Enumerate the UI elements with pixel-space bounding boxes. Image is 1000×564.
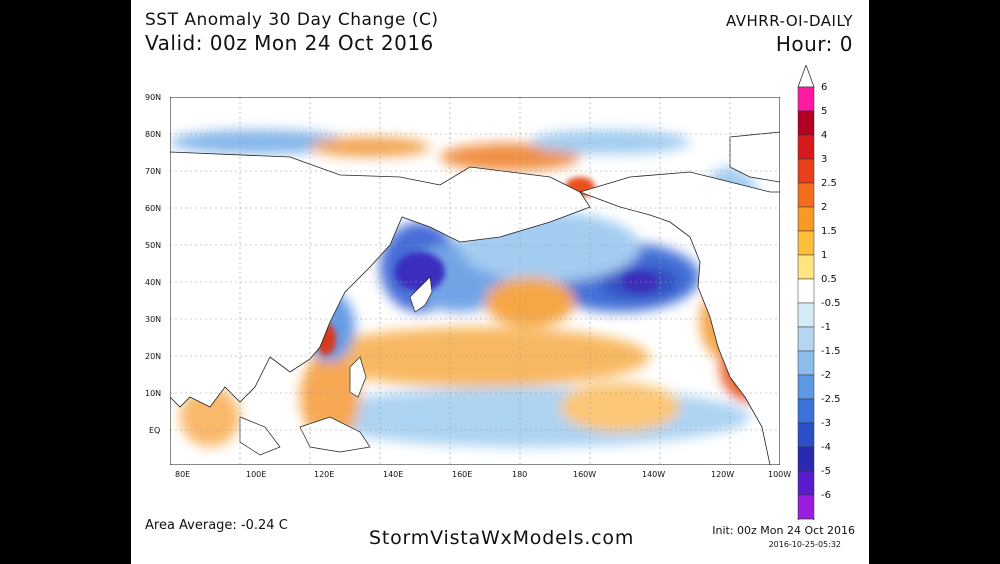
lat-label: EQ bbox=[149, 426, 161, 435]
map-title: SST Anomaly 30 Day Change (C) bbox=[145, 10, 439, 30]
colorbar-label: -5 bbox=[821, 466, 831, 477]
sst-anomaly-map bbox=[170, 97, 780, 465]
lon-label: 140E bbox=[383, 470, 404, 479]
colorbar-label: 4 bbox=[821, 130, 828, 141]
lon-label: 180 bbox=[512, 470, 528, 479]
colorbar-swatch bbox=[797, 494, 815, 520]
lon-label: 160W bbox=[573, 470, 597, 479]
lat-label: 30N bbox=[145, 315, 162, 324]
lon-label: 160E bbox=[452, 470, 473, 479]
colorbar-label: 6 bbox=[821, 82, 828, 93]
colorbar-swatch bbox=[797, 206, 815, 232]
lon-label: 80E bbox=[175, 470, 191, 479]
colorbar-swatch bbox=[797, 374, 815, 400]
colorbar-arrow-bottom bbox=[797, 518, 815, 520]
colorbar-label: -1.5 bbox=[821, 346, 841, 357]
data-source: AVHRR-OI-DAILY bbox=[725, 12, 853, 30]
colorbar-swatch bbox=[797, 470, 815, 496]
colorbar-label: 3 bbox=[821, 154, 828, 165]
colorbar-swatch bbox=[797, 182, 815, 208]
colorbar-label: -0.5 bbox=[821, 298, 841, 309]
colorbar-swatch bbox=[797, 134, 815, 160]
lon-label: 140W bbox=[642, 470, 666, 479]
colorbar-swatch bbox=[797, 446, 815, 472]
lat-label: 20N bbox=[145, 352, 162, 361]
colorbar-label: 2.5 bbox=[821, 178, 837, 189]
colorbar-label: -2.5 bbox=[821, 394, 841, 405]
colorbar-swatch bbox=[797, 278, 815, 304]
lat-label: 90N bbox=[145, 93, 162, 102]
colorbar-label: 1.5 bbox=[821, 226, 837, 237]
colorbar-label: 0.5 bbox=[821, 274, 837, 285]
colorbar-label: -6 bbox=[821, 490, 831, 501]
lat-label: 60N bbox=[145, 204, 162, 213]
colorbar-label: -1 bbox=[821, 322, 831, 333]
colorbar-swatch bbox=[797, 302, 815, 328]
colorbar-swatch bbox=[797, 230, 815, 256]
generated-timestamp: 2016-10-25-05:32 bbox=[768, 540, 841, 549]
website-credit: StormVistaWxModels.com bbox=[369, 527, 635, 549]
colorbar-label: 5 bbox=[821, 106, 828, 117]
lat-label: 10N bbox=[145, 389, 162, 398]
map-panel: SST Anomaly 30 Day Change (C) Valid: 00z… bbox=[131, 0, 869, 564]
lat-label: 80N bbox=[145, 130, 162, 139]
colorbar-label: -2 bbox=[821, 370, 831, 381]
lat-label: 40N bbox=[145, 278, 162, 287]
colorbar-label: 2 bbox=[821, 202, 828, 213]
colorbar bbox=[797, 65, 815, 520]
valid-time: Valid: 00z Mon 24 Oct 2016 bbox=[145, 31, 434, 55]
colorbar-label: -3 bbox=[821, 418, 831, 429]
lat-label: 70N bbox=[145, 167, 162, 176]
colorbar-swatch bbox=[797, 86, 815, 112]
colorbar-arrow-top bbox=[797, 65, 815, 88]
lat-label: 50N bbox=[145, 241, 162, 250]
colorbar-swatch bbox=[797, 350, 815, 376]
lon-label: 100E bbox=[246, 470, 267, 479]
colorbar-swatch bbox=[797, 254, 815, 280]
colorbar-swatch bbox=[797, 110, 815, 136]
colorbar-swatch bbox=[797, 326, 815, 352]
colorbar-label: 1 bbox=[821, 250, 828, 261]
colorbar-swatch bbox=[797, 398, 815, 424]
colorbar-swatch bbox=[797, 158, 815, 184]
colorbar-swatch bbox=[797, 422, 815, 448]
area-average: Area Average: -0.24 C bbox=[145, 518, 288, 533]
init-time: Init: 00z Mon 24 Oct 2016 bbox=[712, 524, 855, 537]
forecast-hour: Hour: 0 bbox=[775, 32, 853, 56]
lon-label: 120E bbox=[314, 470, 335, 479]
lon-label: 120W bbox=[711, 470, 735, 479]
lon-label: 100W bbox=[768, 470, 792, 479]
colorbar-label: -4 bbox=[821, 442, 831, 453]
